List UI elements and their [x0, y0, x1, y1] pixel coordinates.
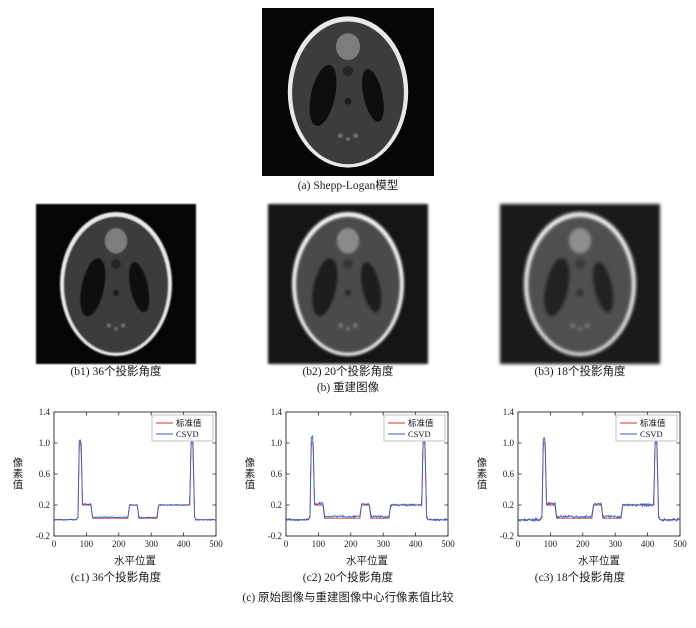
x-tick-label: 300: [144, 539, 158, 549]
y-axis-label: 值: [245, 478, 256, 491]
y-tick-label: 0.2: [503, 500, 514, 510]
y-tick-label: 0.2: [271, 500, 282, 510]
y-tick-label: 1.4: [271, 407, 283, 417]
y-tick-label: 1.0: [503, 438, 515, 448]
x-tick-label: 300: [376, 539, 390, 549]
reconstruction-image-36-angles: [36, 204, 196, 364]
x-tick-label: 100: [80, 539, 94, 549]
legend-label: 标准值: [408, 418, 434, 428]
panel-a: (a) Shepp-Logan模型: [0, 8, 696, 194]
y-tick-label: 0.6: [39, 469, 51, 479]
series-line-1: [54, 438, 217, 522]
x-tick-label: 400: [409, 539, 423, 549]
x-axis-label: 水平位置: [114, 554, 156, 567]
x-tick-label: 200: [112, 539, 126, 549]
y-axis-label: 素: [13, 467, 24, 480]
panel-c3: 0 100 200 300 400 500 -0.2 0.2 0.6 1.0 1.4 标准值 CSVD 水…: [472, 404, 688, 586]
y-tick-label: 0.2: [39, 500, 50, 510]
x-tick-label: 200: [344, 539, 358, 549]
y-tick-label: 1.4: [503, 407, 515, 417]
x-tick-label: 100: [312, 539, 326, 549]
profile-chart-36-angles: 0 100 200 300 400 500 -0.2 0.2 0.6 1.0 1.4 标准值 CSVD 水…: [8, 404, 224, 570]
legend-label: 标准值: [640, 418, 666, 428]
panel-b3: (b3) 18个投影角度: [500, 204, 660, 380]
legend-box: [615, 414, 678, 442]
series-line-1: [517, 437, 681, 523]
legend-label: CSVD: [176, 429, 199, 439]
panel-c2: 0 100 200 300 400 500 -0.2 0.2 0.6 1.0 1.4 标准值 CSVD 水…: [240, 404, 456, 586]
panel-b2: (b2) 20个投影角度: [268, 204, 428, 380]
panel-c1-caption: (c1) 36个投影角度: [70, 572, 162, 584]
y-tick-label: -0.2: [500, 531, 514, 541]
x-tick-label: 500: [209, 539, 223, 549]
y-axis-label: 像: [13, 457, 24, 469]
profile-chart-20-angles: 0 100 200 300 400 500 -0.2 0.2 0.6 1.0 1.4 标准值 CSVD 水…: [240, 404, 456, 570]
x-tick-label: 300: [608, 539, 622, 549]
panel-a-caption: (a) Shepp-Logan模型: [297, 180, 399, 192]
y-tick-label: 0.6: [503, 469, 515, 479]
legend-label: 标准值: [176, 418, 202, 428]
y-axis-label: 像: [477, 457, 488, 469]
x-tick-label: 500: [441, 539, 455, 549]
y-tick-label: 1.0: [271, 438, 283, 448]
x-tick-label: 0: [516, 539, 521, 549]
x-axis-label: 水平位置: [346, 554, 388, 567]
x-tick-label: 0: [52, 539, 57, 549]
y-tick-label: -0.2: [36, 531, 50, 541]
panel-c-caption: (c) 原始图像与重建图像中心行像素值比较: [242, 592, 454, 604]
legend-label: CSVD: [640, 429, 663, 439]
legend-box: [383, 414, 446, 442]
y-axis-label: 值: [477, 478, 488, 491]
panel-c3-caption: (c3) 18个投影角度: [534, 572, 626, 584]
x-tick-label: 100: [544, 539, 558, 549]
y-axis-label: 值: [13, 478, 24, 491]
panel-c2-caption: (c2) 20个投影角度: [302, 572, 394, 584]
series-line-1: [285, 435, 449, 522]
x-tick-label: 0: [284, 539, 289, 549]
x-axis-label: 水平位置: [578, 554, 620, 567]
panel-b1-caption: (b1) 36个投影角度: [70, 366, 162, 378]
panel-b1: (b1) 36个投影角度: [36, 204, 196, 380]
profile-chart-18-angles: 0 100 200 300 400 500 -0.2 0.2 0.6 1.0 1.4 标准值 CSVD 水…: [472, 404, 688, 570]
y-tick-label: 1.0: [39, 438, 51, 448]
y-axis-label: 素: [245, 467, 256, 480]
y-tick-label: 1.4: [39, 407, 51, 417]
y-tick-label: -0.2: [268, 531, 282, 541]
panel-b-caption: (b) 重建图像: [316, 382, 380, 394]
panel-b2-caption: (b2) 20个投影角度: [302, 366, 394, 378]
figure: (a) Shepp-Logan模型 (b1) 36个投影角度 (b2) 20个投…: [0, 8, 696, 604]
panel-b-row: (b1) 36个投影角度 (b2) 20个投影角度 (b3) 18个投影角度: [0, 204, 696, 380]
panel-c1: 0 100 200 300 400 500 -0.2 0.2 0.6 1.0 1.4 标准值 CSVD 水…: [8, 404, 224, 586]
shepp-logan-model-image: [262, 8, 434, 176]
y-axis-label: 素: [477, 467, 488, 480]
legend-box: [151, 414, 214, 442]
x-tick-label: 500: [673, 539, 687, 549]
panel-c-row: 0 100 200 300 400 500 -0.2 0.2 0.6 1.0 1.4 标准值 CSVD 水…: [0, 404, 696, 586]
legend-label: CSVD: [408, 429, 431, 439]
reconstruction-image-20-angles: [268, 204, 428, 364]
x-tick-label: 200: [576, 539, 590, 549]
reconstruction-image-18-angles: [500, 204, 660, 364]
panel-b3-caption: (b3) 18个投影角度: [534, 366, 626, 378]
x-tick-label: 400: [641, 539, 655, 549]
x-tick-label: 400: [177, 539, 191, 549]
y-axis-label: 像: [245, 457, 256, 469]
y-tick-label: 0.6: [271, 469, 283, 479]
